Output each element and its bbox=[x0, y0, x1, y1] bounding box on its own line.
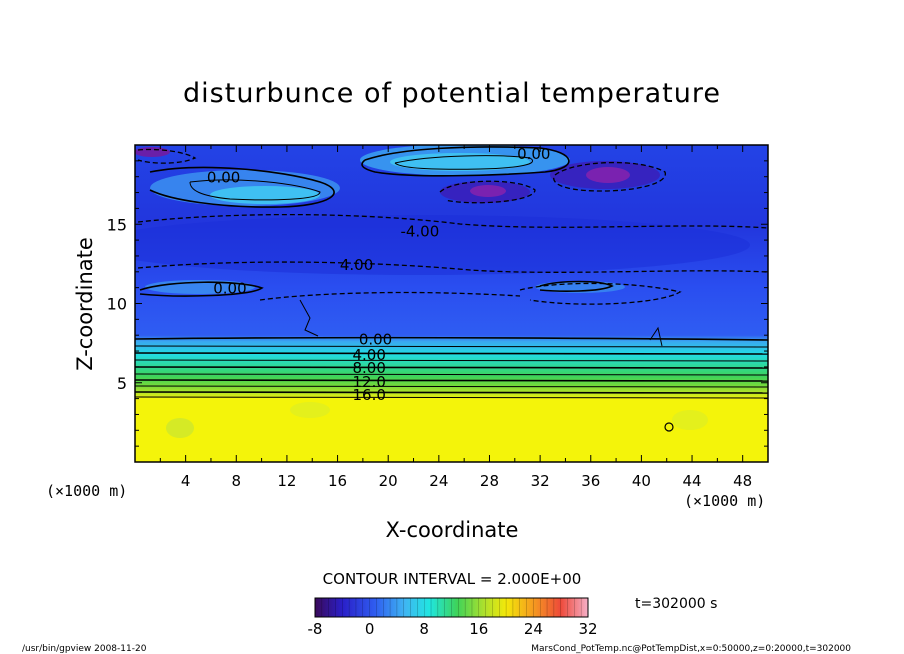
x-unit-right: (×1000 m) bbox=[684, 492, 765, 510]
light-blue-core-upper-left bbox=[210, 186, 320, 204]
purple-core-top-right bbox=[586, 167, 630, 183]
footer-left: /usr/bin/gpview 2008-11-20 bbox=[22, 644, 147, 654]
contour-line-zero-mid-right bbox=[539, 280, 614, 292]
contour-label: 16.0 bbox=[353, 386, 386, 404]
contour-line-zero-top-center bbox=[361, 146, 570, 177]
x-tick-label: 12 bbox=[277, 472, 296, 490]
x-tick-label: 16 bbox=[328, 472, 347, 490]
contour-labels: 0.000.00-4.004.000.000.004.008.0012.016.… bbox=[207, 145, 551, 404]
plot-area: 0.000.00-4.004.000.000.004.008.0012.016.… bbox=[135, 145, 768, 462]
x-tick-label: 20 bbox=[379, 472, 398, 490]
x-tick-label: 8 bbox=[232, 472, 242, 490]
x-axis-title: X-coordinate bbox=[386, 518, 519, 542]
x-tick-label: 24 bbox=[429, 472, 448, 490]
contour-label: 4.00 bbox=[340, 256, 373, 274]
y-axis: 5 10 15 bbox=[107, 160, 768, 447]
purple-core-center bbox=[470, 185, 506, 197]
contour-line-dashed-band-upper bbox=[137, 213, 768, 229]
colorbar-tick-label: 8 bbox=[419, 620, 429, 638]
contour-spike-left bbox=[299, 299, 319, 337]
contour-label: -4.00 bbox=[400, 223, 439, 241]
x-tick-label: 40 bbox=[632, 472, 651, 490]
contour-label: 0.00 bbox=[207, 169, 240, 187]
contour-interval-text: CONTOUR INTERVAL = 2.000E+00 bbox=[323, 570, 582, 588]
x-axis: 4 8 12 16 20 24 28 32 36 40 44 48 bbox=[159, 145, 752, 490]
y-tick-label: 15 bbox=[107, 215, 127, 234]
contour-label: 4.00 bbox=[353, 346, 386, 364]
colorbar-tick-label: 16 bbox=[469, 620, 488, 638]
contour-label: 8.00 bbox=[353, 359, 386, 377]
colorbar-tick-label: 32 bbox=[578, 620, 597, 638]
green-patch-low-right bbox=[672, 410, 708, 430]
contour-line-zero-mid-left bbox=[139, 281, 264, 297]
contour-small-loop bbox=[664, 422, 674, 432]
colorbar-ticks: -8 0 8 16 24 32 bbox=[308, 620, 598, 638]
colorbar-tick-label: 0 bbox=[365, 620, 375, 638]
colorbar-stripes bbox=[321, 598, 582, 617]
light-blue-core-top-center bbox=[390, 153, 530, 171]
x-tick-label: 48 bbox=[733, 472, 752, 490]
time-text: t=302000 s bbox=[635, 596, 717, 612]
y-tick-label: 5 bbox=[117, 374, 127, 393]
x-tick-label: 32 bbox=[531, 472, 550, 490]
footer-right: MarsCond_PotTemp.nc@PotTempDist,x=0:5000… bbox=[531, 644, 851, 654]
colorbar-tick-label: -8 bbox=[308, 620, 323, 638]
colorbar: -8 0 8 16 24 32 bbox=[308, 597, 598, 638]
x-tick-label: 44 bbox=[682, 472, 701, 490]
contour-line-dashed-mid bbox=[259, 291, 521, 301]
colorbar-tick-label: 24 bbox=[524, 620, 543, 638]
x-tick-label: 28 bbox=[480, 472, 499, 490]
contour-label: 0.00 bbox=[517, 145, 550, 163]
contour-line-dashed-top-right bbox=[553, 161, 666, 192]
x-tick-label: 4 bbox=[181, 472, 191, 490]
contour-line-dashed-center bbox=[439, 180, 536, 204]
chart-title: disturbunce of potential temperature bbox=[183, 78, 721, 109]
contour-line-inner-upper-left bbox=[189, 179, 321, 201]
contour-line-dashed-band-lower bbox=[137, 261, 768, 273]
colorbar-gradient bbox=[315, 598, 588, 617]
contour-line-inner-top-center bbox=[394, 155, 533, 170]
green-patch-low-left bbox=[166, 418, 194, 438]
purple-core-top-left bbox=[135, 147, 170, 157]
x-tick-label: 36 bbox=[581, 472, 600, 490]
contour-line-dashed-top-left bbox=[137, 148, 197, 164]
y-axis-title: Z-coordinate bbox=[73, 237, 97, 371]
x-unit-left: (×1000 m) bbox=[46, 482, 127, 500]
contour-label: 0.00 bbox=[213, 280, 246, 298]
colorbar-frame bbox=[314, 597, 589, 618]
contour-label: 0.00 bbox=[359, 330, 392, 348]
contour-spike-right bbox=[649, 326, 663, 347]
contour-label: 12.0 bbox=[353, 373, 386, 391]
green-patch-low-mid bbox=[290, 402, 330, 418]
contour-line-dashed-low-center bbox=[519, 282, 682, 305]
contour-line-zero-upper-left bbox=[149, 166, 335, 208]
contour-line-zero-lower bbox=[135, 336, 768, 341]
y-tick-label: 10 bbox=[107, 295, 127, 314]
dark-band-mid bbox=[135, 215, 750, 275]
